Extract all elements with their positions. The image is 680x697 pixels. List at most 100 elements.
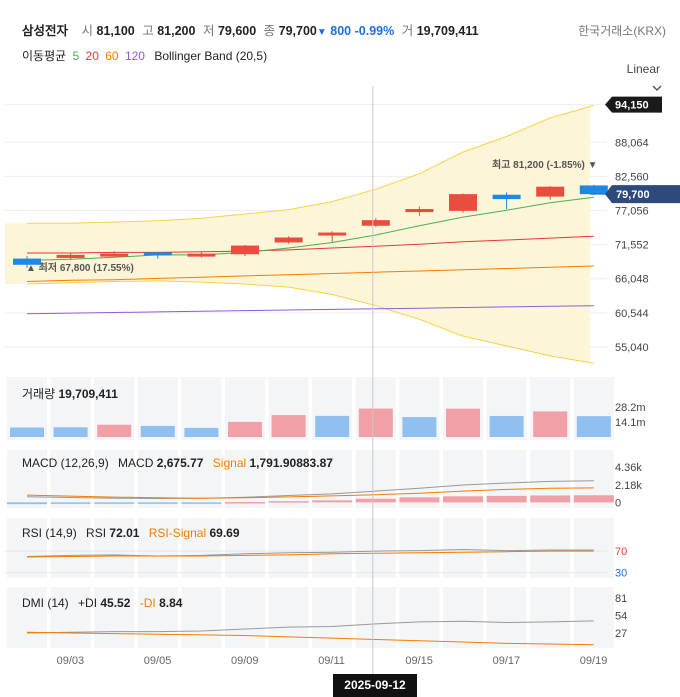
min-price-annotation: ▲ 최저 67,800 (17.55%) xyxy=(26,261,134,274)
panel-column-band xyxy=(530,518,571,578)
quote-header: 삼성전자 시 81,100 고 81,200 저 79,600 종 79,700… xyxy=(22,20,479,39)
macd-histogram-bar xyxy=(443,496,483,503)
volume-bar xyxy=(576,416,611,437)
volume-title: 거래량 xyxy=(22,387,56,401)
plus-di-line xyxy=(26,620,594,634)
panel-column-band xyxy=(137,587,178,648)
volume-bar xyxy=(358,408,393,437)
rsi-tick-label: 70 xyxy=(615,546,627,558)
price-tick-label: 82,560 xyxy=(615,171,649,183)
ma60-label: 60 xyxy=(105,49,119,63)
volume-bar xyxy=(533,411,568,437)
panel-column-band xyxy=(268,518,309,578)
price-tick-label: 88,064 xyxy=(615,137,649,149)
current-price-badge xyxy=(605,185,680,204)
macd-tick-label: 2.18k xyxy=(615,480,642,492)
close-label: 종 xyxy=(263,24,276,38)
volume-bar xyxy=(489,415,524,437)
candle-body xyxy=(187,253,216,257)
macd-tick-label: 0 xyxy=(615,497,621,509)
panel-column-band xyxy=(355,587,396,648)
macd-histogram-bar xyxy=(486,495,527,503)
panel-column-band xyxy=(530,587,571,648)
macd-signal-label: Signal xyxy=(212,456,247,470)
candle-body xyxy=(361,220,390,226)
macd-histogram-bar xyxy=(7,502,47,505)
close-value: 79,700 xyxy=(278,24,317,38)
minus-di-line xyxy=(26,631,594,646)
change-value: 800 -0.99% xyxy=(330,24,395,38)
volume-bar xyxy=(228,421,262,437)
panel-column-band xyxy=(312,450,353,508)
volume-bar xyxy=(140,425,175,437)
macd-histogram-bar xyxy=(181,502,222,504)
volume-label: 거 xyxy=(401,24,414,38)
macd-line xyxy=(26,480,594,500)
panel-column-band xyxy=(443,587,483,648)
macd-histogram-bar xyxy=(312,500,353,503)
bollinger-upper-line xyxy=(27,105,594,224)
volume-panel-label: 거래량 19,709,411 xyxy=(22,385,118,402)
x-tick-label: 09/05 xyxy=(144,655,172,667)
macd-signal-line xyxy=(26,487,594,499)
macd-label: MACD xyxy=(118,456,154,470)
down-arrow-icon: ▼ xyxy=(316,27,327,38)
volume-bar xyxy=(97,424,132,437)
macd-title: MACD (12,26,9) xyxy=(22,456,109,470)
price-tick-label: 66,048 xyxy=(615,274,649,286)
crosshair-date: 2025-09-12 xyxy=(344,678,406,692)
panel-column-band xyxy=(225,518,265,578)
candle-body xyxy=(318,232,347,236)
pdi-label: +DI xyxy=(78,596,98,610)
x-tick-label: 09/15 xyxy=(405,655,433,667)
price-tick-label: 77,056 xyxy=(615,206,649,218)
open-value: 81,100 xyxy=(96,24,135,38)
max-price-annotation: 최고 81,200 (-1.85%) ▼ xyxy=(492,158,598,171)
rsi-tick-label: 30 xyxy=(615,568,627,580)
macd-histogram-bar xyxy=(399,497,440,503)
panel-column-band xyxy=(573,518,614,578)
macd-histogram-bar xyxy=(225,502,265,504)
panel-column-band xyxy=(94,587,135,648)
panel-column-band xyxy=(50,450,91,508)
volume-bar xyxy=(446,408,480,437)
chevron-down-icon xyxy=(652,85,662,91)
low-label: 저 xyxy=(202,24,215,38)
candle-body xyxy=(449,194,477,211)
panel-column-band xyxy=(225,587,265,648)
rsi-line xyxy=(26,548,594,557)
candle-body xyxy=(13,258,41,265)
dmi-panel-label: DMI (14) +DI 45.52 -DI 8.84 xyxy=(22,596,182,610)
panel-column-band xyxy=(399,587,440,648)
panel-column-band xyxy=(312,518,353,578)
volume-bar xyxy=(315,415,350,437)
panel-column-band xyxy=(486,518,527,578)
ma120-line xyxy=(26,305,594,315)
mdi-label: -DI xyxy=(139,596,156,610)
open-label: 시 xyxy=(81,24,94,38)
indicator-legend: 이동평균 5 20 60 120 Bollinger Band (20,5) xyxy=(22,47,267,64)
candle-body xyxy=(492,194,521,200)
volume-tick-label: 28.2m xyxy=(615,402,646,414)
panel-column-band xyxy=(268,450,309,508)
panel-column-band xyxy=(355,450,396,508)
panel-column-band xyxy=(573,587,614,648)
x-tick-label: 09/09 xyxy=(231,655,259,667)
panel-column-band xyxy=(486,587,527,648)
panel-column-band xyxy=(355,518,396,578)
candle-body xyxy=(231,245,259,255)
rsi-signal-line xyxy=(26,550,594,558)
x-tick-label: 09/19 xyxy=(580,655,608,667)
macd-panel-label: MACD (12,26,9) MACD 2,675.77 Signal 1,79… xyxy=(22,456,333,470)
panel-column-band xyxy=(399,518,440,578)
max-price-badge xyxy=(605,96,662,113)
macd-signal-value: 1,791.90883.87 xyxy=(249,456,333,470)
candle-body xyxy=(579,185,608,195)
x-tick-label: 09/17 xyxy=(493,655,521,667)
candle-body xyxy=(405,208,434,213)
price-tick-label: 60,544 xyxy=(615,308,649,320)
scale-selector[interactable]: Linear xyxy=(627,62,662,91)
current-price-label: 79,700 xyxy=(616,189,650,201)
ma20-label: 20 xyxy=(85,49,99,63)
